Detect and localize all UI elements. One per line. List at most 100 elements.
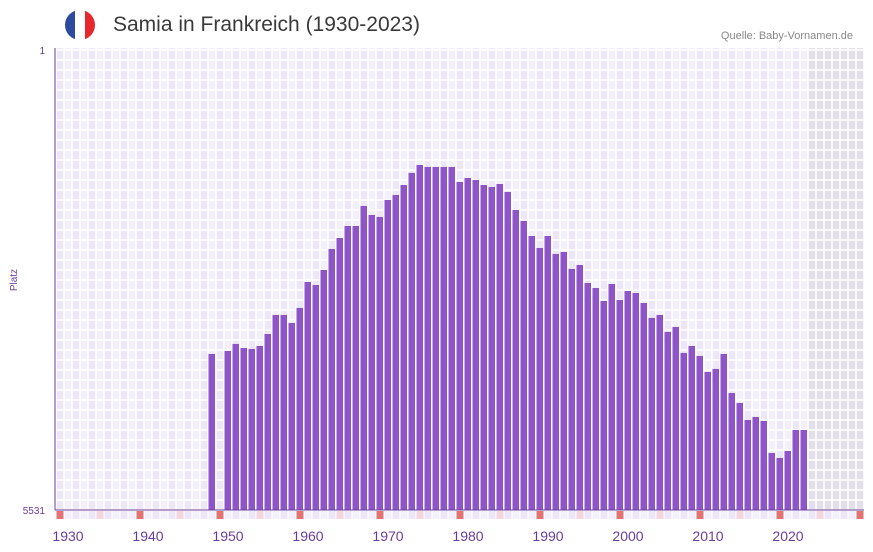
bar-1976 bbox=[440, 166, 447, 511]
year-marker-1956 bbox=[280, 511, 288, 519]
year-marker-1959 bbox=[304, 511, 312, 519]
year-marker-1988 bbox=[536, 511, 544, 519]
bar-2007 bbox=[688, 345, 695, 510]
grid-column bbox=[248, 48, 256, 510]
grid-column bbox=[264, 48, 272, 510]
year-marker-1962 bbox=[328, 511, 336, 519]
year-marker-1940 bbox=[152, 511, 160, 519]
year-marker-1999 bbox=[624, 511, 632, 519]
year-marker-2007 bbox=[688, 511, 696, 519]
year-marker-1934 bbox=[104, 511, 112, 519]
year-marker-1966 bbox=[360, 511, 368, 519]
year-marker-2018 bbox=[776, 511, 784, 519]
bar-1977 bbox=[448, 166, 455, 511]
year-marker-2024 bbox=[824, 511, 832, 519]
year-marker-1965 bbox=[352, 511, 360, 519]
year-marker-1960 bbox=[312, 511, 320, 519]
year-marker-1992 bbox=[568, 511, 576, 519]
year-marker-1986 bbox=[520, 511, 528, 519]
year-marker-2027 bbox=[848, 511, 856, 519]
bar-2005 bbox=[672, 326, 679, 510]
flag-blue bbox=[65, 10, 75, 40]
year-marker-2020 bbox=[792, 511, 800, 519]
year-marker-1970 bbox=[392, 511, 400, 519]
year-marker-2028 bbox=[856, 511, 864, 519]
year-markers bbox=[56, 511, 864, 519]
year-marker-1972 bbox=[408, 511, 416, 519]
year-marker-2023 bbox=[816, 511, 824, 519]
bar-1990 bbox=[552, 253, 559, 510]
year-marker-2011 bbox=[720, 511, 728, 519]
year-marker-2000 bbox=[632, 511, 640, 519]
bar-2016 bbox=[760, 420, 767, 510]
year-marker-1953 bbox=[256, 511, 264, 519]
bar-1983 bbox=[496, 184, 503, 510]
flag-red bbox=[85, 10, 95, 40]
grid-column bbox=[648, 48, 656, 510]
year-marker-1944 bbox=[184, 511, 192, 519]
bar-1986 bbox=[520, 220, 527, 511]
x-tick-1930: 1930 bbox=[52, 528, 83, 544]
bar-1982 bbox=[488, 187, 495, 510]
year-marker-1974 bbox=[424, 511, 432, 519]
bar-2009 bbox=[704, 371, 711, 510]
bar-1993 bbox=[576, 264, 583, 510]
x-tick-1990: 1990 bbox=[532, 528, 563, 544]
year-marker-1935 bbox=[112, 511, 120, 519]
bar-1981 bbox=[480, 185, 487, 510]
bar-2000 bbox=[632, 292, 639, 510]
bar-1962 bbox=[328, 248, 335, 510]
grid-column bbox=[600, 48, 608, 510]
bar-1968 bbox=[376, 216, 383, 510]
bar-1956 bbox=[280, 314, 287, 510]
year-marker-1964 bbox=[344, 511, 352, 519]
year-marker-1958 bbox=[296, 511, 304, 519]
grid-column bbox=[216, 48, 224, 510]
year-marker-1939 bbox=[144, 511, 152, 519]
x-tick-2010: 2010 bbox=[692, 528, 723, 544]
bar-1952 bbox=[248, 348, 255, 510]
year-marker-1931 bbox=[80, 511, 88, 519]
grid-column bbox=[136, 48, 144, 510]
year-marker-1997 bbox=[608, 511, 616, 519]
bar-1955 bbox=[272, 314, 279, 510]
x-tick-1960: 1960 bbox=[292, 528, 323, 544]
year-marker-2002 bbox=[648, 511, 656, 519]
year-marker-1976 bbox=[440, 511, 448, 519]
bar-2010 bbox=[712, 368, 719, 510]
x-tick-1950: 1950 bbox=[212, 528, 243, 544]
year-marker-1932 bbox=[88, 511, 96, 519]
x-tick-2000: 2000 bbox=[612, 528, 643, 544]
bar-1947 bbox=[208, 353, 215, 510]
year-marker-1983 bbox=[496, 511, 504, 519]
year-marker-1961 bbox=[320, 511, 328, 519]
bar-1959 bbox=[304, 281, 311, 510]
grid-column bbox=[56, 48, 64, 510]
bar-1949 bbox=[224, 350, 231, 510]
grid-column bbox=[584, 48, 592, 510]
year-marker-1996 bbox=[600, 511, 608, 519]
bar-2019 bbox=[784, 450, 791, 510]
bar-1970 bbox=[392, 194, 399, 510]
year-marker-2015 bbox=[752, 511, 760, 519]
year-marker-1995 bbox=[592, 511, 600, 519]
year-marker-1943 bbox=[176, 511, 184, 519]
year-marker-1982 bbox=[488, 511, 496, 519]
bar-1997 bbox=[608, 283, 615, 510]
year-marker-1989 bbox=[544, 511, 552, 519]
year-marker-2010 bbox=[712, 511, 720, 519]
bar-2018 bbox=[776, 457, 783, 510]
year-marker-1981 bbox=[480, 511, 488, 519]
grid-column bbox=[280, 48, 288, 510]
bar-2011 bbox=[720, 353, 727, 510]
bar-2001 bbox=[640, 302, 647, 510]
bar-2006 bbox=[680, 352, 687, 510]
bar-2015 bbox=[752, 416, 759, 510]
y-axis-label: Platz bbox=[9, 269, 20, 291]
year-marker-1947 bbox=[208, 511, 216, 519]
france-flag-icon bbox=[65, 10, 95, 40]
bar-1953 bbox=[256, 345, 263, 510]
bar-2013 bbox=[736, 402, 743, 510]
grid-column bbox=[664, 48, 672, 510]
x-tick-1980: 1980 bbox=[452, 528, 483, 544]
